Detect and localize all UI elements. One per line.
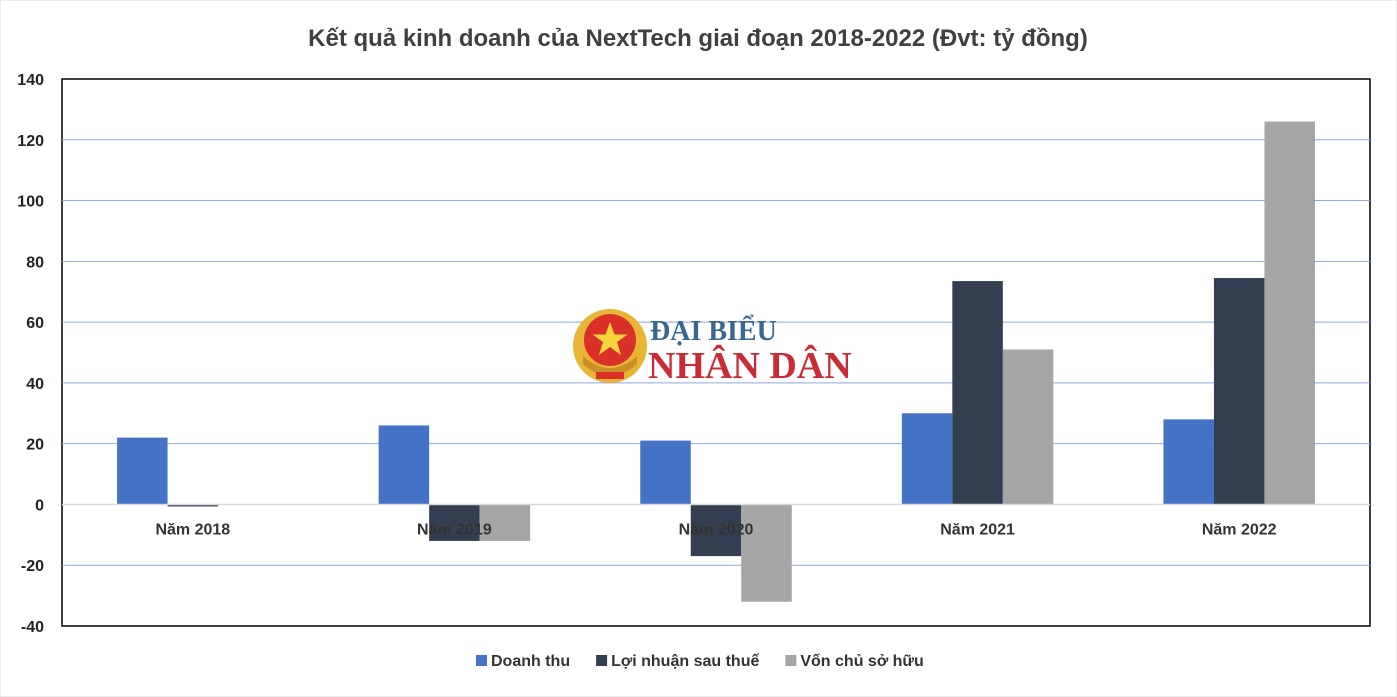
watermark-line1: ĐẠI BIỂU bbox=[650, 315, 777, 347]
y-tick-label: 60 bbox=[26, 315, 44, 332]
legend-label: Doanh thu bbox=[491, 653, 570, 670]
bar-2-4 bbox=[952, 281, 1003, 505]
legend: Doanh thu Lợi nhuận sau thuế Vốn chủ sở hữ… bbox=[476, 653, 924, 670]
legend-swatch bbox=[596, 655, 608, 666]
bar-1-1 bbox=[117, 437, 168, 505]
bars bbox=[117, 121, 1315, 602]
y-tick-label: 20 bbox=[26, 437, 44, 454]
category-label: Năm 2021 bbox=[940, 521, 1015, 538]
gridlines bbox=[62, 139, 1370, 566]
y-tick-label: 140 bbox=[17, 72, 44, 89]
y-tick-label: 100 bbox=[17, 194, 44, 211]
bar-2-3 bbox=[690, 504, 742, 557]
category-label: Năm 2022 bbox=[1202, 521, 1277, 538]
category-label: Năm 2018 bbox=[155, 521, 230, 538]
y-tick-label: -20 bbox=[21, 558, 44, 575]
category-label: Năm 2019 bbox=[417, 521, 492, 538]
bar-3-3 bbox=[741, 504, 792, 602]
bar-1-2 bbox=[378, 425, 430, 505]
legend-swatch bbox=[476, 655, 487, 666]
bar-3-5 bbox=[1264, 121, 1315, 505]
chart-title: Kết quả kinh doanh của NextTech giai đoạ… bbox=[308, 25, 1088, 52]
bar-2-1 bbox=[167, 504, 219, 507]
bar-1-3 bbox=[640, 440, 691, 505]
bar-2-5 bbox=[1213, 278, 1265, 505]
bar-1-4 bbox=[901, 413, 953, 505]
legend-label: Vốn chủ sở hữu bbox=[800, 653, 923, 670]
y-axis-ticks: 140 120 100 80 60 40 20 0 -20 -40 bbox=[17, 72, 44, 636]
bar-1-5 bbox=[1163, 419, 1214, 505]
category-label: Năm 2020 bbox=[679, 521, 754, 538]
y-tick-label: 0 bbox=[35, 497, 44, 514]
watermark-line2: NHÂN DÂN bbox=[648, 345, 852, 387]
legend-label: Lợi nhuận sau thuế bbox=[611, 653, 759, 670]
watermark-logo: ĐẠI BIỂU NHÂN DÂN bbox=[573, 309, 852, 387]
legend-swatch bbox=[785, 655, 797, 666]
y-tick-label: 120 bbox=[17, 133, 44, 150]
bar-3-2 bbox=[479, 504, 531, 541]
y-tick-label: -40 bbox=[21, 619, 44, 636]
x-axis-categories: Năm 2018 Năm 2019 Năm 2020 Năm 2021 Năm 2022 bbox=[155, 521, 1276, 538]
bar-2-2 bbox=[429, 504, 480, 541]
emblem-icon bbox=[573, 309, 647, 383]
y-tick-label: 40 bbox=[26, 376, 44, 393]
bar-3-4 bbox=[1002, 349, 1054, 505]
y-tick-label: 80 bbox=[26, 254, 44, 271]
